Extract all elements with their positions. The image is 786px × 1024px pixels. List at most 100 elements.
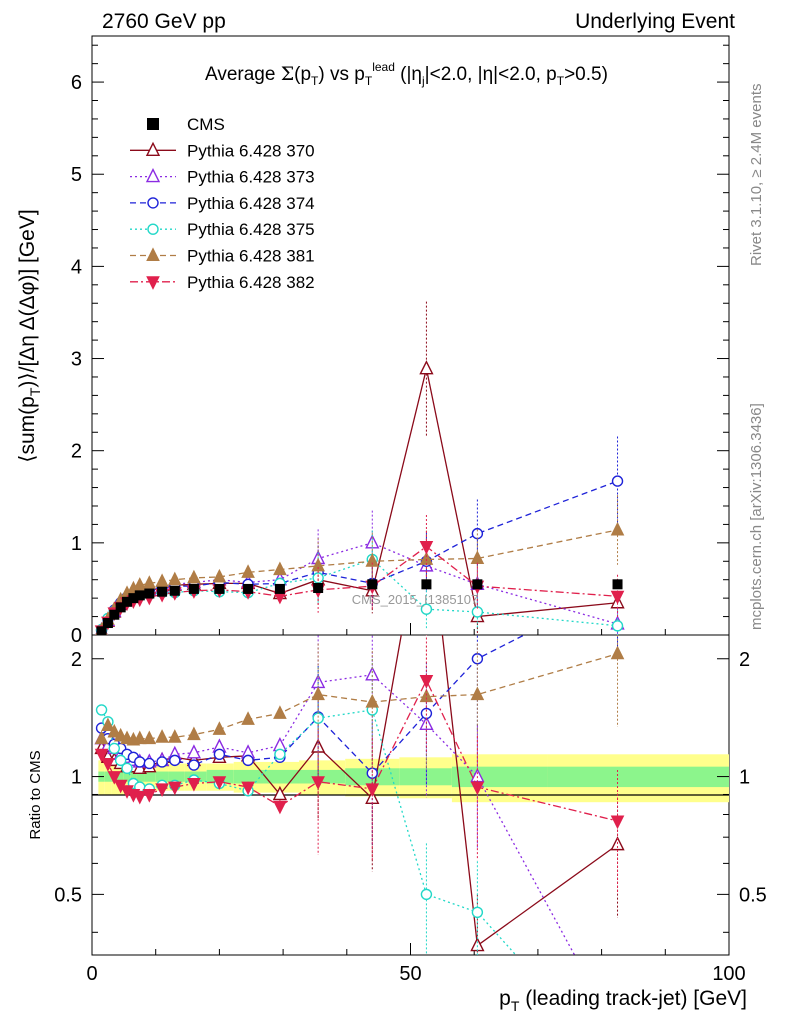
ratio-point — [169, 754, 181, 767]
legend-item-pythia-6-428-374: Pythia 6.428 374 — [130, 194, 315, 213]
ratio-axis-label: Ratio to CMS — [27, 750, 44, 839]
ratio-point — [242, 754, 254, 767]
ratio-point — [470, 781, 485, 796]
ratio-series-pythia-6-428-375 — [95, 658, 517, 955]
ratio-point — [107, 723, 122, 738]
legend-label: Pythia 6.428 382 — [187, 273, 315, 292]
ratio-point — [212, 721, 227, 735]
ratio-point — [471, 653, 484, 665]
data-point — [132, 577, 147, 591]
ratio-point — [187, 726, 201, 741]
ratio-point — [420, 486, 432, 498]
legend-item-cms: CMS — [147, 115, 225, 134]
data-point — [311, 557, 325, 572]
legend-label: Pythia 6.428 370 — [187, 141, 315, 160]
header-energy: 2760 GeV pp — [102, 10, 226, 33]
y-tick-label: 1 — [71, 533, 82, 555]
ratio-point — [273, 800, 287, 815]
x-tick-label: 100 — [712, 963, 745, 985]
y-tick-label: 5 — [71, 164, 82, 186]
cms-data-point — [612, 579, 623, 590]
ratio-point — [132, 790, 147, 805]
ratio-point — [101, 757, 115, 772]
ratio-point — [142, 730, 157, 745]
legend-item-pythia-6-428-370: Pythia 6.428 370 — [130, 141, 315, 160]
ratio-point — [168, 729, 182, 743]
rivet-info: Rivet 3.1.10, ≥ 2.4M events — [748, 84, 765, 267]
data-point — [610, 521, 625, 536]
ratio-point — [186, 744, 202, 759]
ratio-point — [420, 888, 433, 901]
legend-item-pythia-6-428-373: Pythia 6.428 373 — [130, 168, 315, 187]
ratio-point — [471, 906, 484, 918]
cms-stat-band — [117, 771, 124, 782]
ratio-tick-label: 0.5 — [54, 884, 82, 906]
cms-stat-band — [263, 769, 300, 784]
ratio-tick-label: 1 — [71, 767, 82, 789]
cms-data-point — [421, 579, 432, 590]
ratio-tick-label-right: 1 — [739, 767, 750, 789]
ratio-point — [156, 756, 168, 768]
legend-marker — [147, 223, 159, 235]
ratio-point — [132, 730, 147, 745]
cms-data-point — [157, 586, 168, 597]
ratio-point — [143, 757, 156, 770]
analysis-watermark: CMS_2015_I1385107 — [352, 592, 479, 607]
ratio-point — [311, 776, 325, 790]
legend-item-pythia-6-428-375: Pythia 6.428 375 — [130, 220, 315, 239]
ratio-line — [101, 635, 618, 947]
series-line — [100, 480, 618, 631]
legend-marker — [146, 276, 160, 290]
ratio-point — [470, 936, 485, 952]
axis-ticks: 0 50 100 0 1 2 3 4 5 6 0.5 0.5 1 1 2 2 — [54, 44, 767, 985]
data-point — [212, 568, 227, 583]
legend-marker — [145, 168, 161, 183]
cms-data-point — [243, 583, 254, 594]
cms-data-point — [313, 583, 324, 594]
y-tick-label: 3 — [71, 349, 82, 371]
ratio-line — [100, 653, 618, 741]
legend-item-pythia-6-428-381: Pythia 6.428 381 — [130, 247, 315, 266]
legend-marker — [145, 141, 161, 157]
y-tick-label: 6 — [71, 72, 82, 94]
ratio-point — [168, 781, 182, 796]
cms-stat-band — [168, 771, 185, 782]
ratio-point — [121, 762, 133, 774]
cms-stat-band — [130, 771, 137, 782]
cms-stat-band — [123, 771, 131, 782]
series-cms — [96, 579, 623, 635]
ratio-series-pythia-6-428-373 — [94, 635, 576, 955]
ratio-point — [610, 645, 625, 660]
ratio-point — [94, 748, 109, 763]
y-tick-label: 0 — [71, 625, 82, 647]
x-tick-label: 0 — [86, 963, 97, 985]
legend-item-pythia-6-428-382: Pythia 6.428 382 — [130, 273, 315, 292]
data-point — [365, 553, 380, 567]
cms-stat-band — [136, 771, 145, 782]
cms-data-point — [115, 602, 126, 613]
ratio-tick-label: 2 — [71, 649, 82, 671]
data-point — [611, 620, 624, 632]
cms-stat-band — [399, 768, 452, 786]
ratio-point — [365, 783, 380, 798]
legend-label: Pythia 6.428 375 — [187, 220, 315, 239]
data-point — [155, 573, 169, 588]
cms-data-point — [102, 618, 113, 629]
ratio-point — [114, 754, 127, 767]
cms-data-point — [128, 593, 139, 604]
cms-data-point — [188, 583, 199, 594]
ratio-series-layer — [94, 486, 625, 955]
plot-title: Average Σ(pT) vs pTlead (|ηj|<2.0, |η|<2… — [205, 60, 608, 88]
ratio-point — [419, 674, 434, 689]
ratio-point — [212, 776, 227, 790]
x-axis-label: pT (leading track-jet) [GeV] — [499, 987, 747, 1014]
cms-data-point — [122, 596, 133, 607]
ratio-line — [101, 674, 576, 955]
data-point — [419, 360, 434, 375]
ratio-series-pythia-6-428-382 — [94, 635, 625, 895]
cms-stat-band — [155, 771, 169, 782]
ratio-point — [213, 748, 226, 760]
legend-label: Pythia 6.428 373 — [187, 168, 315, 187]
cms-stat-band — [144, 771, 156, 782]
